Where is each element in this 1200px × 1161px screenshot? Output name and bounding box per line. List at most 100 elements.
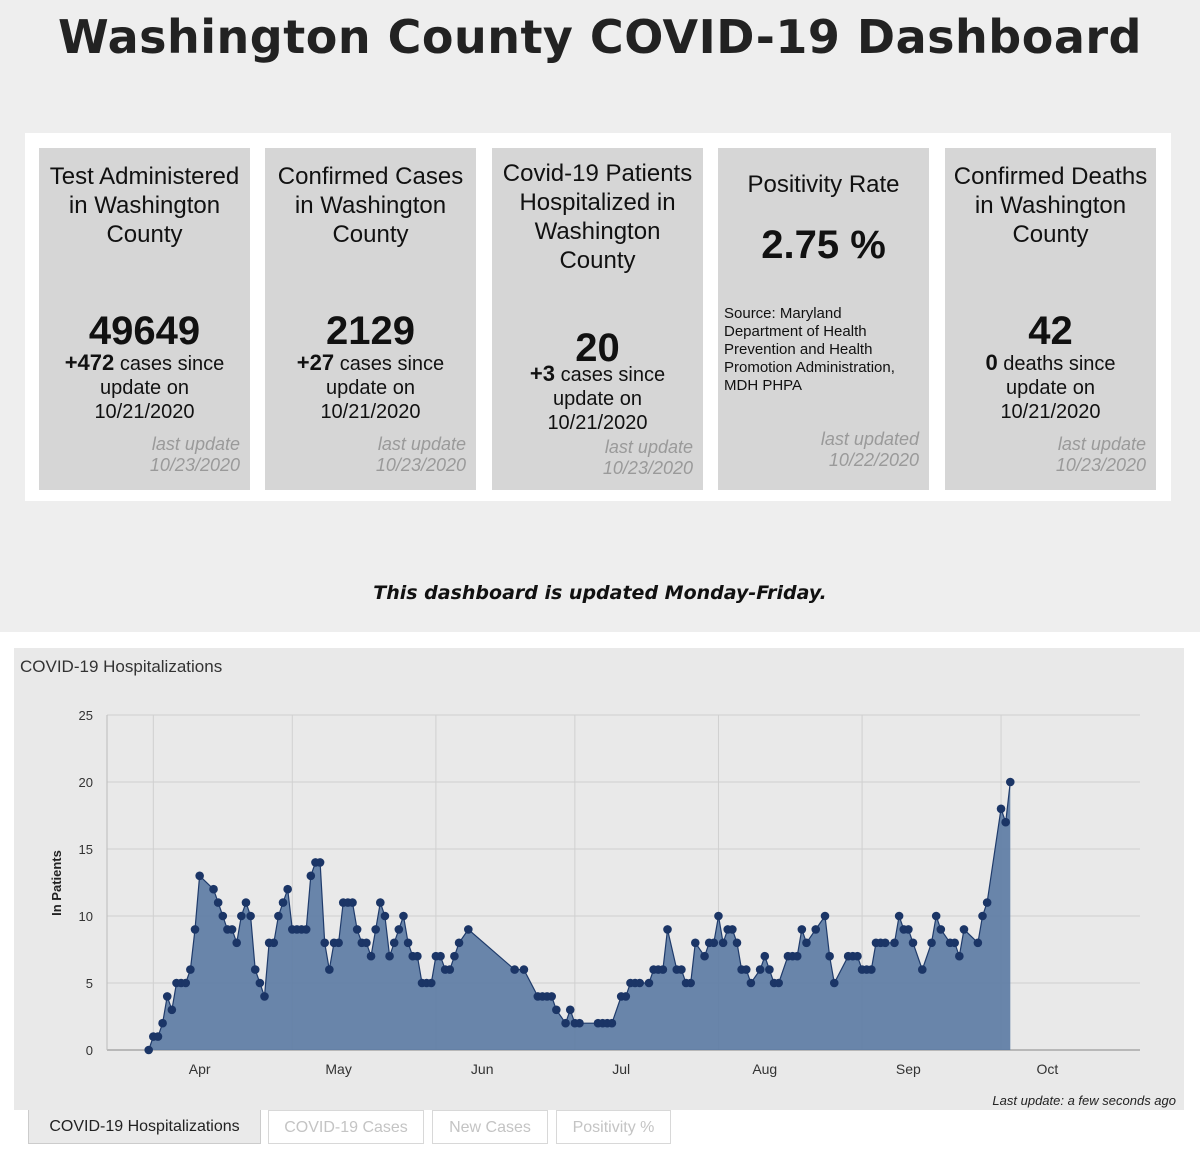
data-point	[454, 938, 464, 948]
data-point	[278, 898, 288, 907]
data-point	[996, 804, 1006, 814]
y-tick-label: 5	[86, 976, 93, 991]
data-point	[931, 911, 941, 921]
chart-last-update: Last update: a few seconds ago	[992, 1093, 1176, 1108]
y-tick-label: 10	[79, 909, 93, 924]
card-delta-text: cases since update on 10/21/2020	[547, 364, 666, 434]
card-positivity: Positivity Rate 2.75 % Source: Maryland …	[718, 148, 929, 490]
data-point	[250, 965, 260, 974]
card-last-update: last update 10/23/2020	[602, 437, 693, 478]
stat-cards-frame: Test Administered in Washington County 4…	[25, 133, 1171, 501]
card-delta-text: deaths since update on 10/21/2020	[1000, 353, 1116, 423]
tab-positivity[interactable]: Positivity %	[556, 1110, 671, 1144]
card-value: 20	[575, 326, 620, 370]
x-tick-label: May	[325, 1061, 351, 1077]
data-point	[260, 992, 269, 1001]
data-point	[162, 992, 172, 1001]
tab-hospitalizations[interactable]: COVID-19 Hospitalizations	[28, 1110, 261, 1144]
data-point	[663, 925, 672, 934]
data-point	[774, 978, 783, 988]
chart-title: COVID-19 Hospitalizations	[20, 657, 223, 676]
data-point	[894, 911, 904, 921]
data-point	[936, 925, 946, 934]
data-point	[153, 1032, 163, 1041]
data-point	[413, 951, 422, 961]
data-point	[978, 911, 987, 921]
data-point	[973, 938, 983, 948]
card-value: 42	[1028, 309, 1073, 353]
chart-container: 0 5 10 15 20 25 Apr May Jun Jul Aug Sep Oct In Patien…	[14, 648, 1184, 1110]
chart-panel: 0 5 10 15 20 25 Apr May Jun Jul Aug Sep Oct In Patien…	[0, 632, 1200, 1161]
data-point	[811, 925, 821, 934]
data-point	[385, 951, 394, 961]
data-point	[399, 911, 408, 921]
data-point	[181, 978, 191, 988]
card-delta: +472	[64, 350, 115, 375]
data-point	[209, 884, 218, 894]
data-point	[700, 951, 709, 961]
card-heading: Test Administered in Washington County	[49, 163, 240, 248]
data-point	[195, 871, 204, 881]
data-point	[792, 951, 802, 961]
card-since: 0 deaths since update on 10/21/2020	[955, 351, 1146, 424]
data-point	[955, 951, 964, 961]
y-tick-label: 0	[86, 1043, 93, 1058]
data-point	[691, 938, 700, 948]
data-point	[552, 1005, 561, 1015]
data-point	[718, 938, 728, 948]
data-point	[186, 965, 195, 974]
data-point	[714, 911, 723, 921]
data-point	[959, 925, 969, 934]
data-point	[246, 911, 255, 921]
data-point	[269, 938, 279, 948]
tab-cases[interactable]: COVID-19 Cases	[268, 1110, 424, 1144]
data-point	[621, 992, 631, 1001]
y-tick-label: 20	[79, 775, 93, 790]
data-point	[765, 965, 774, 974]
data-point	[732, 938, 742, 948]
data-point	[575, 1018, 584, 1028]
series-area	[148, 782, 1011, 1050]
data-point	[301, 925, 311, 934]
data-point	[306, 871, 316, 881]
data-point	[982, 898, 992, 907]
data-point	[519, 965, 529, 974]
data-point	[746, 978, 756, 988]
data-point	[352, 925, 362, 934]
data-point	[232, 938, 242, 948]
data-point	[825, 951, 834, 961]
hospitalizations-chart: 0 5 10 15 20 25 Apr May Jun Jul Aug Sep Oct In Patien…	[49, 708, 1140, 1077]
data-point	[445, 965, 455, 974]
tab-new-cases[interactable]: New Cases	[432, 1110, 548, 1144]
data-point	[677, 965, 686, 974]
data-point	[366, 951, 376, 961]
data-point	[348, 898, 357, 907]
data-point	[829, 978, 839, 988]
data-point	[880, 938, 890, 948]
card-last-update: last update 10/23/2020	[375, 434, 466, 475]
data-point	[755, 965, 765, 974]
card-since: +3 cases since update on 10/21/2020	[502, 362, 693, 435]
data-point	[760, 951, 770, 961]
data-point	[547, 992, 556, 1001]
data-point	[797, 925, 807, 934]
update-notice: This dashboard is updated Monday-Friday.	[373, 582, 827, 604]
data-point	[917, 965, 927, 974]
data-point	[315, 858, 325, 867]
data-point	[144, 1045, 153, 1055]
data-point	[255, 978, 265, 988]
x-tick-label: Oct	[1036, 1061, 1058, 1077]
card-delta-text: cases since update on 10/21/2020	[320, 353, 445, 423]
data-point	[389, 938, 399, 948]
data-point	[227, 925, 237, 934]
dashboard-title: Washington County COVID-19 Dashboard	[58, 10, 1142, 64]
data-point	[853, 951, 862, 961]
data-point	[213, 898, 223, 907]
data-point	[380, 911, 390, 921]
data-point	[510, 965, 519, 974]
data-point	[644, 978, 654, 988]
data-point	[1005, 777, 1015, 787]
data-point	[686, 978, 695, 988]
card-heading: Confirmed Deaths in Washington County	[953, 163, 1148, 248]
data-point	[658, 965, 668, 974]
